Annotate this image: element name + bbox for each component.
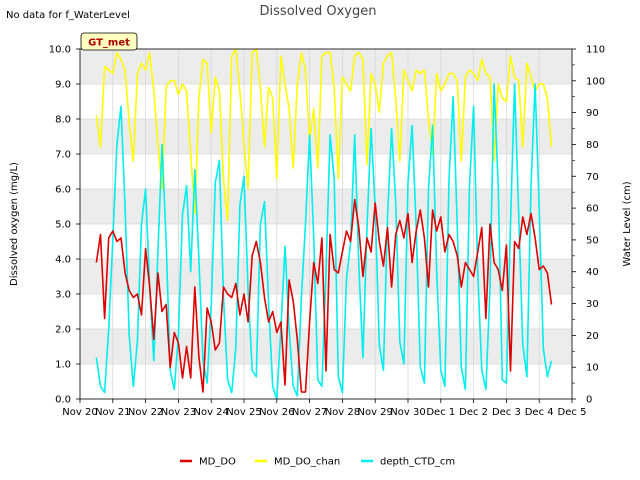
legend-label: depth_CTD_cm (380, 457, 455, 468)
y2-tick-label: 30 (586, 299, 599, 310)
y2-tick-label: 20 (586, 331, 599, 342)
y-tick-label: 1.0 (55, 360, 71, 371)
x-tick-label: Nov 24 (193, 407, 228, 418)
x-tick-label: Nov 21 (95, 407, 130, 418)
station-tag-box (80, 32, 138, 51)
legend-label: MD_DO_chan (274, 457, 340, 468)
y-tick-label: 9.0 (55, 80, 71, 91)
y2-tick-label: 0 (586, 395, 592, 406)
x-tick-label: Nov 20 (62, 407, 97, 418)
y-tick-label: 7.0 (55, 150, 71, 161)
x-tick-label: Dec 1 (426, 407, 455, 418)
series-line-MD_DO (95, 198, 553, 393)
y-tick-label: 8.0 (55, 115, 71, 126)
y-tick-label: 10.0 (49, 45, 71, 56)
legend-item: MD_DO_chan (255, 457, 340, 468)
legend-item: depth_CTD_cm (361, 457, 455, 468)
no-data-note: No data for f_WaterLevel (6, 10, 130, 21)
series-layer (95, 48, 553, 400)
x-tick-label: Nov 23 (161, 407, 196, 418)
x-tick-label: Dec 4 (525, 407, 554, 418)
legend-label: MD_DO (199, 457, 236, 468)
x-tick-label: Dec 5 (558, 407, 587, 418)
y2-tick-label: 10 (586, 363, 599, 374)
left-axis-ticks: 0.0 1.0 2.0 3.0 4.0 5.0 6.0 7.0 8.0 9.0 10.0 (49, 45, 80, 406)
y-tick-label: 5.0 (55, 220, 71, 231)
y2-tick-label: 60 (586, 204, 599, 215)
y2-tick-label: 70 (586, 172, 599, 183)
y2-tick-label: 100 (586, 76, 605, 87)
series-line-MD_DO_chan (95, 48, 553, 222)
y2-tick-label: 80 (586, 140, 599, 151)
x-tick-label: Nov 22 (128, 407, 163, 418)
y2-axis-label: Water Level (cm) (622, 181, 633, 266)
y2-tick-label: 50 (586, 235, 599, 246)
y-tick-label: 6.0 (55, 185, 71, 196)
y2-tick-label: 110 (586, 45, 605, 56)
x-tick-label: Nov 28 (325, 407, 360, 418)
grid-band (80, 119, 572, 154)
chart-title: Dissolved Oxygen (260, 4, 377, 19)
x-tick-label: Nov 29 (357, 407, 392, 418)
y-axis-label: Dissolved oxygen (mg/L) (9, 162, 20, 286)
y-tick-label: 0.0 (55, 395, 71, 406)
y-tick-label: 3.0 (55, 290, 71, 301)
grid-band (80, 189, 572, 224)
grid-band (80, 49, 572, 84)
x-tick-label: Dec 2 (459, 407, 488, 418)
x-tick-label: Dec 3 (492, 407, 521, 418)
x-tick-label: Nov 26 (259, 407, 294, 418)
x-tick-label: Nov 30 (390, 407, 425, 418)
station-tag: GT_met (80, 32, 138, 51)
y2-tick-label: 40 (586, 267, 599, 278)
x-tick-label: Nov 25 (226, 407, 261, 418)
legend-item: MD_DO (180, 457, 236, 468)
right-axis-ticks: 0 10 20 30 40 50 60 70 80 90 100 110 (572, 45, 605, 406)
legend: MD_DO MD_DO_chan depth_CTD_cm (180, 457, 455, 468)
x-tick-label: Nov 27 (292, 407, 327, 418)
y2-tick-label: 90 (586, 108, 599, 119)
station-tag-label: GT_met (88, 38, 130, 49)
y-tick-label: 2.0 (55, 325, 71, 336)
y-tick-label: 4.0 (55, 255, 71, 266)
